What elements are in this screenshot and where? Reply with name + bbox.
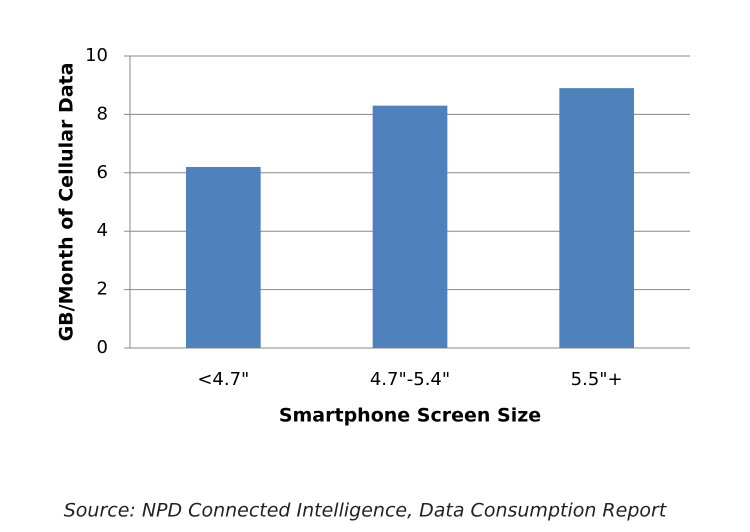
y-tick-label: 10 bbox=[85, 45, 108, 66]
y-axis-label: GB/Month of Cellular Data bbox=[56, 63, 78, 342]
x-tick-label: 5.5"+ bbox=[571, 369, 623, 390]
bar bbox=[559, 88, 634, 349]
source-note: Source: NPD Connected Intelligence, Data… bbox=[64, 500, 668, 522]
bar bbox=[372, 105, 448, 348]
x-tick-label: 4.7"-5.4" bbox=[370, 369, 450, 390]
y-tick-label: 8 bbox=[97, 103, 108, 124]
bar bbox=[186, 166, 261, 348]
y-tick-label: 0 bbox=[97, 337, 108, 358]
y-tick-label: 6 bbox=[97, 162, 108, 183]
x-axis-label: Smartphone Screen Size bbox=[279, 405, 541, 427]
x-tick-label: <4.7" bbox=[197, 369, 249, 390]
y-tick-label: 2 bbox=[97, 279, 108, 300]
y-tick-label: 4 bbox=[97, 220, 108, 241]
